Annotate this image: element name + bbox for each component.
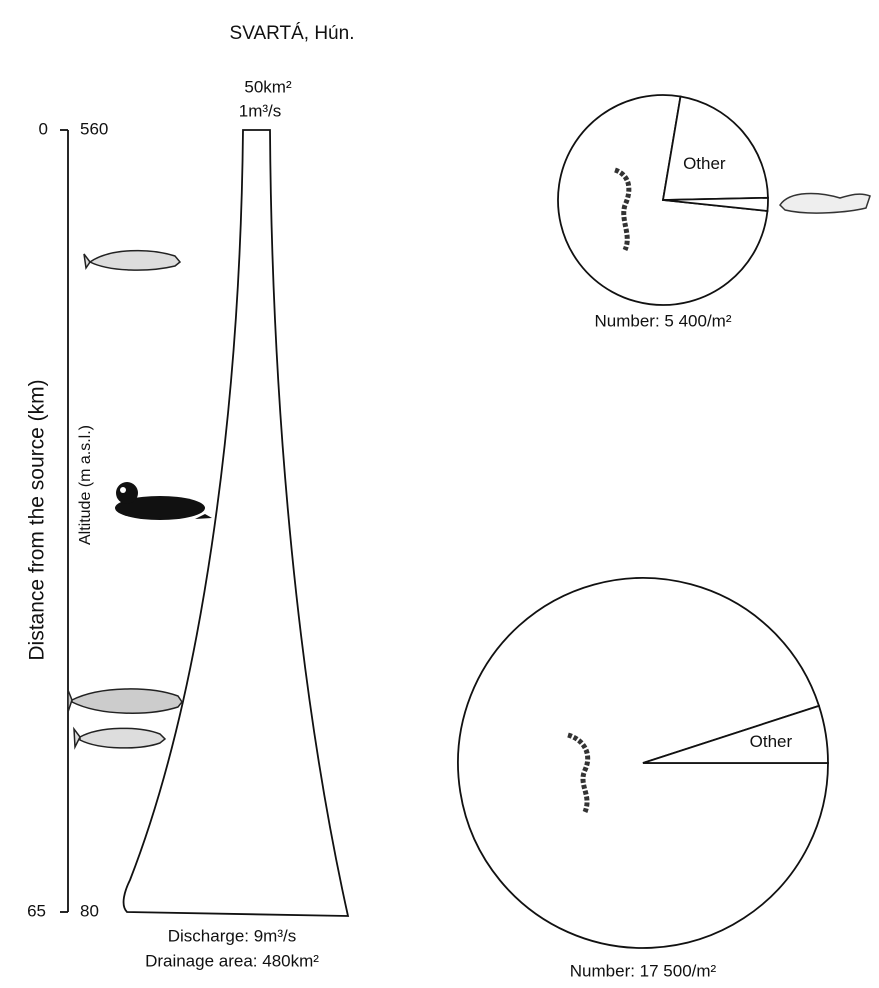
pie-slice — [662, 196, 769, 212]
pie-subtitle: Number: 17 500/m² — [570, 961, 717, 980]
char-icon — [73, 726, 167, 750]
title: SVARTÁ, Hún. — [230, 23, 355, 44]
river-profile — [122, 129, 350, 917]
altitude-label: Altitude (m a.s.l.) — [77, 425, 94, 545]
slice-label: Other — [750, 732, 793, 751]
trout-icon — [83, 249, 182, 271]
altitude-bottom: 80 — [80, 901, 99, 920]
distance-top: 0 — [39, 119, 48, 138]
pie-slice — [661, 95, 769, 201]
chironomid-icon — [613, 167, 632, 252]
bottom-area: Drainage area: 480km² — [145, 951, 319, 970]
top-area: 50km² — [244, 77, 292, 96]
distance-bottom: 65 — [27, 901, 46, 920]
pie-slice — [642, 704, 829, 764]
axis — [60, 129, 69, 913]
salmon-icon — [67, 688, 183, 714]
top-discharge: 1m³/s — [239, 101, 282, 120]
bottom-discharge: Discharge: 9m³/s — [168, 926, 296, 945]
slice-label: Other — [683, 154, 726, 173]
chironomid-icon — [567, 732, 591, 813]
pie-subtitle: Number: 5 400/m² — [595, 311, 732, 330]
simuliid-icon — [779, 192, 871, 214]
duck-icon — [115, 482, 212, 520]
distance-label: Distance from the source (km) — [26, 379, 49, 660]
altitude-top: 560 — [80, 119, 108, 138]
